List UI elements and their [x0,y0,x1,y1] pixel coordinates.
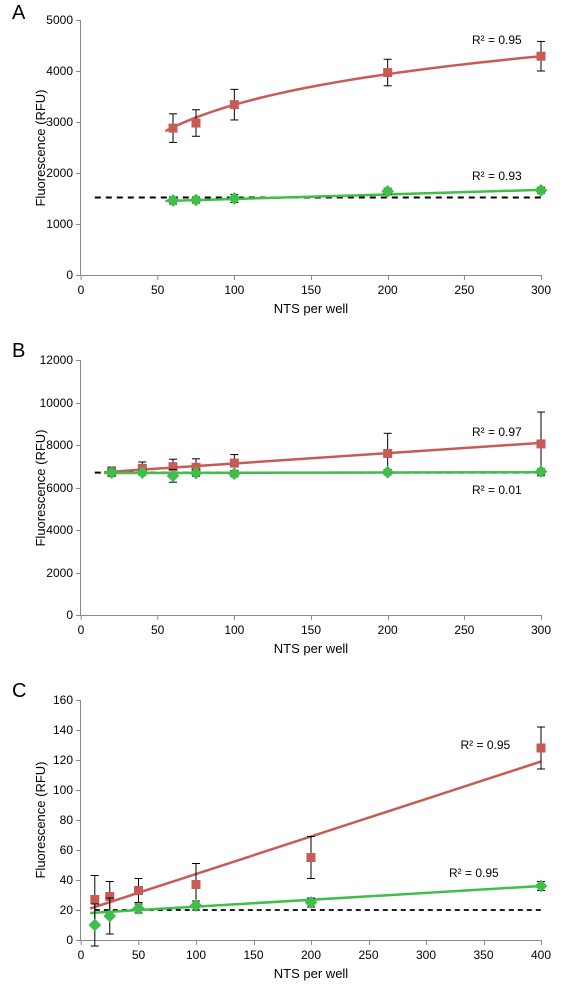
xtick: 100 [186,940,206,962]
ytick: 2000 [46,166,81,180]
marker-green [167,194,180,207]
xtick: 50 [151,275,164,297]
marker-green [88,919,101,932]
r2-label-green: R² = 0.01 [472,483,522,497]
xtick: 150 [301,615,321,637]
marker-red [134,886,143,895]
ylabel: Fluorescence (RFU) [33,89,48,206]
marker-red [230,459,239,468]
xtick: 250 [358,940,378,962]
marker-red [537,744,546,753]
ytick: 4000 [46,64,81,78]
xtick: 250 [454,615,474,637]
marker-green [535,184,548,197]
xlabel: NTS per well [274,966,348,981]
xtick: 300 [416,940,436,962]
panel-label-A: A [12,2,25,25]
r2-label-red: R² = 0.97 [472,425,522,439]
panel-label-C: C [12,680,26,703]
xtick: 150 [301,275,321,297]
marker-red [307,853,316,862]
ytick: 2000 [46,566,81,580]
fit-line-red [165,56,541,131]
xtick: 100 [224,615,244,637]
xtick: 300 [531,275,551,297]
xtick: 400 [531,940,551,962]
marker-green [381,466,394,479]
marker-red [192,119,201,128]
marker-green [535,465,548,478]
marker-green [381,185,394,198]
marker-red [537,439,546,448]
plot-svg [81,700,541,940]
marker-green [190,899,203,912]
marker-green [167,469,180,482]
ytick: 12000 [40,353,81,367]
xtick: 100 [224,275,244,297]
ytick: 5000 [46,13,81,27]
xtick: 50 [132,940,145,962]
marker-red [230,100,239,109]
marker-red [383,68,392,77]
ytick: 3000 [46,115,81,129]
xtick: 50 [151,615,164,637]
panel-label-B: B [12,340,25,363]
r2-label-green: R² = 0.95 [449,866,499,880]
ytick: 8000 [46,438,81,452]
ytick: 140 [53,723,81,737]
ytick: 80 [60,813,81,827]
ytick: 6000 [46,481,81,495]
xtick: 0 [78,615,85,637]
xtick: 200 [301,940,321,962]
figure: A 01000200030004000500005010015020025030… [0,0,577,988]
marker-red [192,880,201,889]
ylabel: Fluorescence (RFU) [33,429,48,546]
marker-green [535,880,548,893]
marker-red [90,895,99,904]
fit-line-green [90,886,541,913]
xtick: 200 [378,275,398,297]
plot-area-C: 0204060801001201401600501001502002503003… [80,700,541,941]
xtick: 200 [378,615,398,637]
marker-green [132,902,145,915]
marker-red [383,449,392,458]
marker-red [537,52,546,61]
xtick: 150 [243,940,263,962]
xtick: 0 [78,940,85,962]
marker-green [305,896,318,909]
ytick: 40 [60,873,81,887]
ytick: 60 [60,843,81,857]
ytick: 10000 [40,396,81,410]
fit-line-red [90,762,541,909]
ytick: 100 [53,783,81,797]
xlabel: NTS per well [274,641,348,656]
r2-label-red: R² = 0.95 [472,33,522,47]
r2-label-green: R² = 0.93 [472,169,522,183]
fit-line-green [165,190,541,201]
xtick: 0 [78,275,85,297]
xtick: 350 [473,940,493,962]
xtick: 300 [531,615,551,637]
marker-green [228,192,241,205]
ytick: 4000 [46,523,81,537]
ylabel: Fluorescence (RFU) [33,761,48,878]
ytick: 120 [53,753,81,767]
plot-area-B: 0200040006000800010000120000501001502002… [80,360,541,616]
xlabel: NTS per well [274,301,348,316]
ytick: 160 [53,693,81,707]
marker-red [169,124,178,133]
marker-green [190,194,203,207]
ytick: 1000 [46,217,81,231]
ytick: 20 [60,903,81,917]
plot-svg [81,20,541,275]
r2-label-red: R² = 0.95 [461,738,511,752]
xtick: 250 [454,275,474,297]
plot-area-A: 010002000300040005000050100150200250300F… [80,20,541,276]
marker-green [228,467,241,480]
